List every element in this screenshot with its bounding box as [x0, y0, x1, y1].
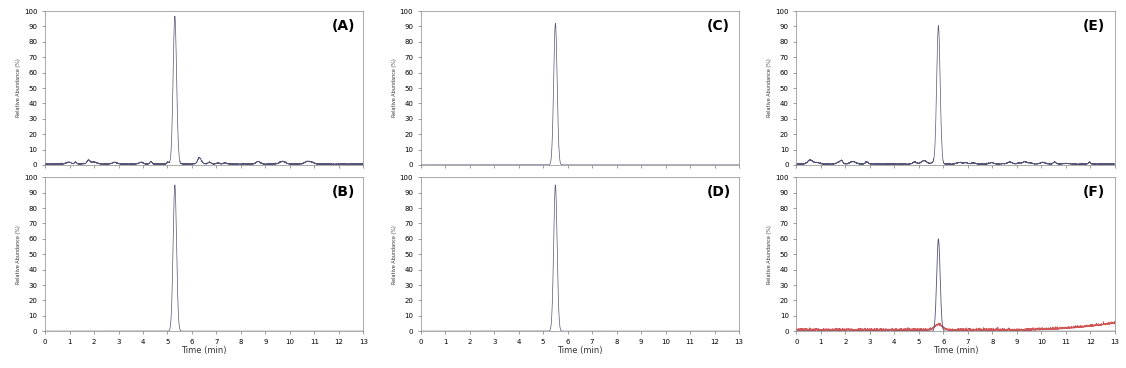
Text: (D): (D) [707, 185, 732, 199]
Text: (F): (F) [1083, 185, 1105, 199]
Y-axis label: Relative Abundance (%): Relative Abundance (%) [16, 59, 21, 117]
Y-axis label: Relative Abundance (%): Relative Abundance (%) [392, 225, 396, 284]
Text: (E): (E) [1083, 19, 1105, 33]
X-axis label: Time (min): Time (min) [557, 346, 602, 355]
X-axis label: Time (min): Time (min) [181, 346, 227, 355]
Y-axis label: Relative Abundance (%): Relative Abundance (%) [392, 59, 396, 117]
Text: (C): (C) [707, 19, 731, 33]
Text: (A): (A) [331, 19, 355, 33]
Y-axis label: Relative Abundance (%): Relative Abundance (%) [16, 225, 21, 284]
Y-axis label: Relative Abundance (%): Relative Abundance (%) [768, 59, 772, 117]
Y-axis label: Relative Abundance (%): Relative Abundance (%) [768, 225, 772, 284]
Text: (B): (B) [331, 185, 355, 199]
X-axis label: Time (min): Time (min) [932, 346, 978, 355]
